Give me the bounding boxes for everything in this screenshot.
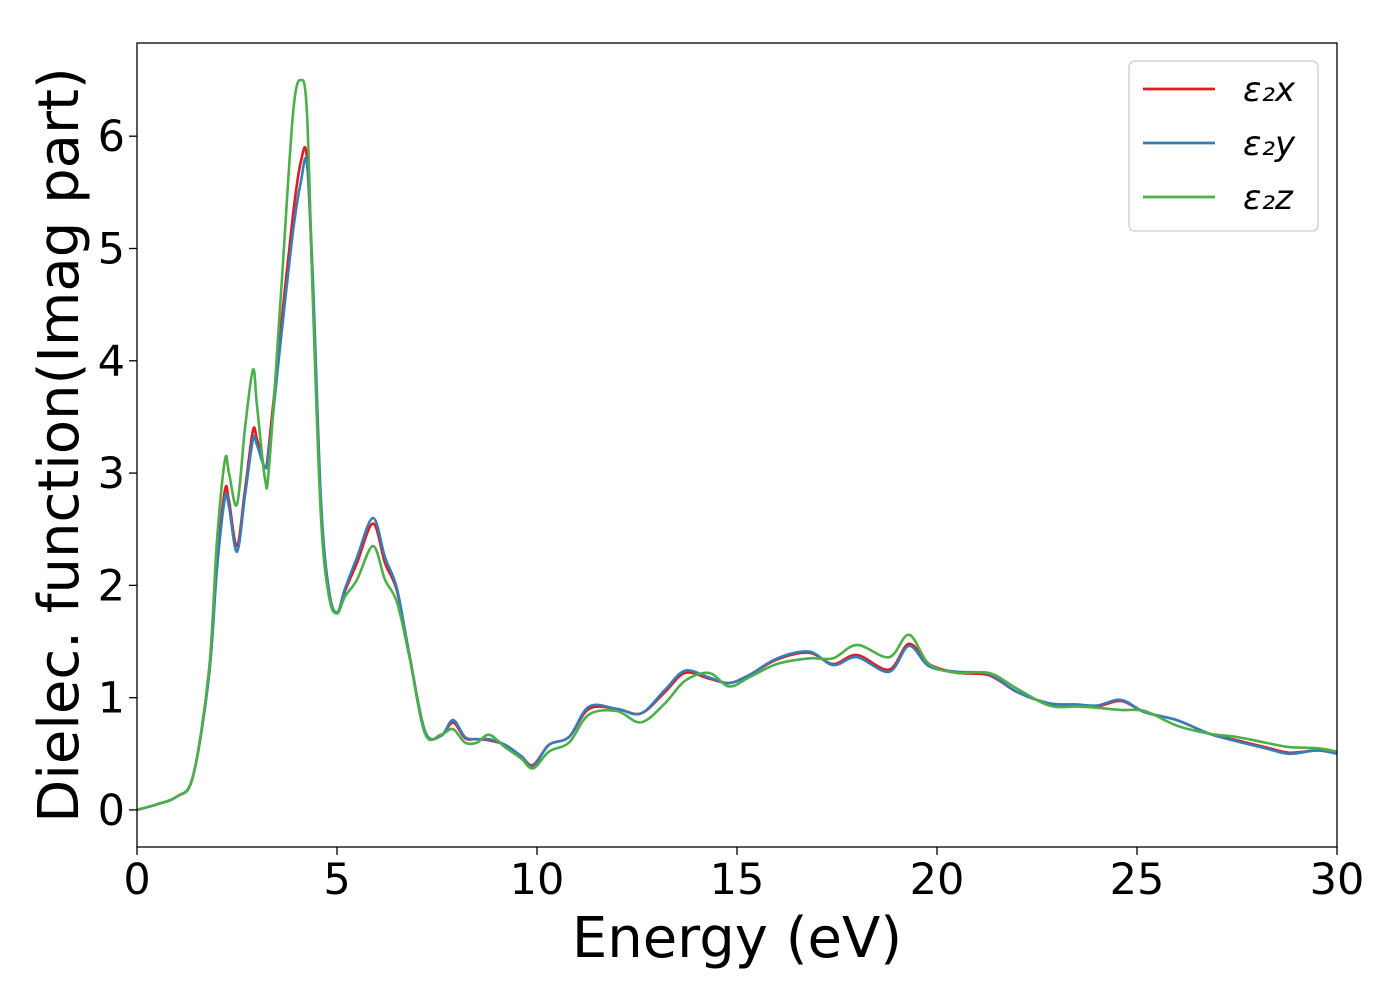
y-tick-label: 3 — [98, 449, 125, 499]
legend-label-3: ε₂z — [1243, 178, 1294, 218]
x-tick-label: 30 — [1310, 855, 1365, 905]
y-tick-label: 0 — [98, 786, 125, 836]
legend-label-1: ε₂x — [1243, 70, 1296, 110]
legend: ε₂x ε₂y ε₂z — [1128, 60, 1319, 232]
y-axis-title: Dielec. function(Imag part) — [27, 67, 92, 823]
x-tick-label: 5 — [323, 855, 350, 905]
x-tick-label: 25 — [1110, 855, 1165, 905]
y-tick-label: 4 — [98, 337, 125, 387]
legend-label-2: ε₂y — [1243, 124, 1296, 164]
x-tick-label: 15 — [710, 855, 765, 905]
series-line-3 — [136, 78, 1338, 812]
y-axis: 0 1 2 3 4 5 6 — [98, 112, 137, 836]
legend-frame — [1128, 60, 1319, 232]
y-tick-label: 5 — [98, 224, 125, 274]
y-tick-label: 1 — [98, 674, 125, 724]
x-axis-title: Energy (eV) — [572, 906, 902, 971]
series-layer — [136, 78, 1338, 812]
series-line-2 — [136, 156, 1338, 812]
x-tick-label: 10 — [510, 855, 565, 905]
x-axis: 0 5 10 15 20 25 30 — [123, 847, 1364, 905]
x-tick-label: 20 — [910, 855, 965, 905]
y-tick-label: 6 — [98, 112, 125, 162]
y-tick-label: 2 — [98, 561, 125, 611]
x-tick-label: 0 — [123, 855, 150, 905]
series-line-1 — [136, 145, 1338, 812]
